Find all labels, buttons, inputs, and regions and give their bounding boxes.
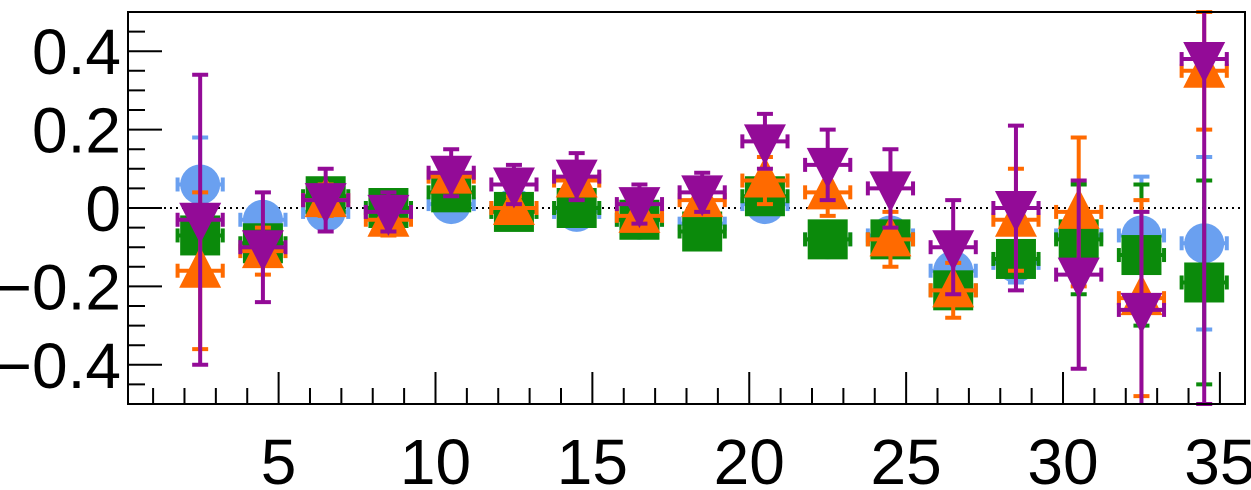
- x-tick-label: 10: [400, 426, 471, 490]
- y-tick-label: −0.2: [0, 251, 121, 323]
- x-tick-label: 5: [261, 426, 297, 490]
- x-tick-label: 15: [557, 426, 628, 490]
- x-tick-label: 30: [1027, 426, 1098, 490]
- data-point-square: [682, 212, 722, 252]
- x-tick-label: 25: [871, 426, 942, 490]
- y-tick-label: 0.4: [32, 16, 121, 88]
- x-tick-label: 35: [1184, 426, 1251, 490]
- y-tick-label: 0: [85, 173, 121, 245]
- y-tick-label: −0.4: [0, 330, 121, 402]
- data-point-square: [808, 219, 848, 259]
- y-tick-label: 0.2: [32, 95, 121, 167]
- x-tick-label: 20: [714, 426, 785, 490]
